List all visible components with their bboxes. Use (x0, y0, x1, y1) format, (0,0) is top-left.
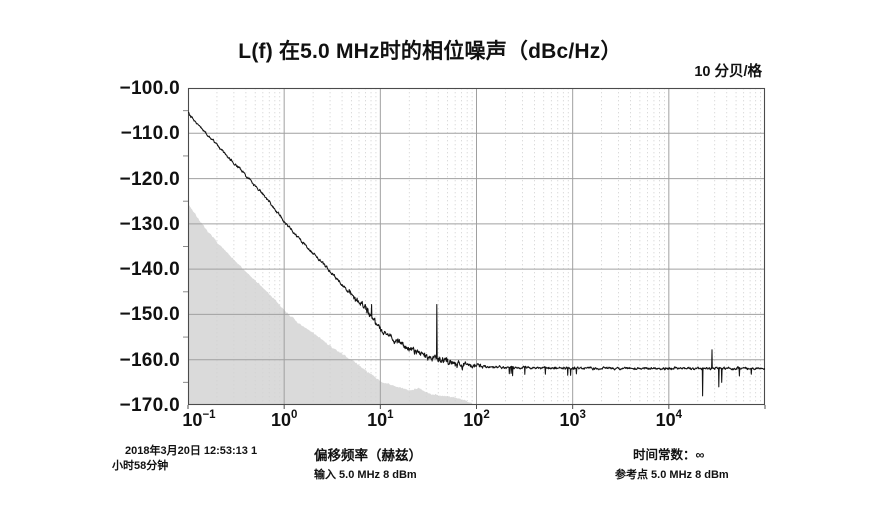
reference-note: 参考点 5.0 MHz 8 dBm (615, 469, 729, 481)
plot-area (183, 87, 766, 409)
y-axis-tick-label: −100.0 (119, 78, 180, 99)
y-axis-tick-label: −170.0 (119, 395, 180, 416)
y-axis-tick-label: −110.0 (120, 123, 180, 145)
y-axis-tick-label: −130.0 (119, 213, 180, 235)
y-axis-tick-label: −140.0 (119, 259, 180, 281)
time-constant-note: 时间常数：∞ (633, 448, 705, 462)
timestamp-line2: 小时58分钟 (112, 460, 169, 472)
input-signal-note: 输入 5.0 MHz 8 dBm (314, 469, 417, 481)
x-axis-tick-label: 103 (559, 409, 586, 430)
db-per-div-label: 10 分贝/格 (694, 64, 762, 80)
chart-title: L(f) 在5.0 MHz时的相位噪声（dBc/Hz） (238, 40, 622, 63)
x-axis-tick-label: 104 (655, 409, 683, 430)
measurement-settings-block: 时间常数：∞ 参考点 5.0 MHz 8 dBm (615, 444, 729, 482)
y-axis-tick-label: −150.0 (119, 304, 180, 326)
y-axis-tick-label: −120.0 (119, 168, 180, 190)
x-axis-tick-label: 10−1 (182, 409, 216, 430)
x-axis-title-block: 偏移频率（赫兹） 输入 5.0 MHz 8 dBm (314, 444, 422, 482)
measurement-timestamp: 2018年3月20日 12:53:13 1 小时58分钟 (112, 444, 257, 474)
y-axis-tick-label: −160.0 (119, 349, 180, 371)
phase-noise-trace (188, 111, 765, 397)
x-axis-title: 偏移频率（赫兹） (314, 448, 422, 463)
x-axis-tick-label: 102 (463, 409, 490, 430)
timestamp-line1: 2018年3月20日 12:53:13 1 (125, 445, 258, 457)
x-axis-tick-label: 101 (367, 409, 394, 430)
x-axis-tick-label: 100 (270, 409, 298, 430)
noise-floor-area (188, 204, 477, 405)
